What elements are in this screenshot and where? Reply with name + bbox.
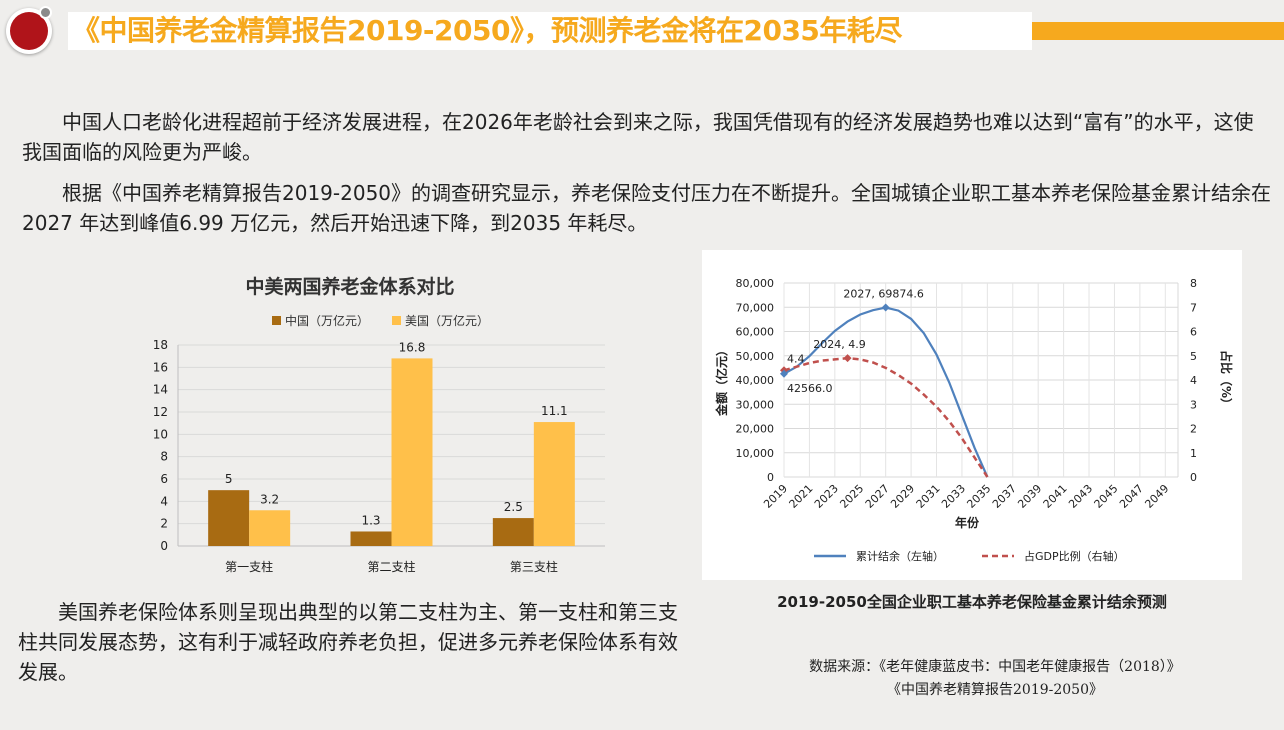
y-tick-label: 4 xyxy=(160,494,168,508)
line-chart-panel: 0 10,000 20,000 30,000 40,000 50,000 60,000 70,… xyxy=(702,250,1242,580)
y-left-tick-label: 0 xyxy=(767,471,774,484)
bar xyxy=(533,422,575,546)
x-category-label: 第一支柱 xyxy=(225,559,273,574)
bar-value-label: 5 xyxy=(225,472,233,486)
legend-label: 美国（万亿元） xyxy=(405,313,489,328)
x-tick-label: 2045 xyxy=(1092,482,1121,511)
x-tick-label: 2021 xyxy=(787,482,816,511)
bar-value-label: 1.3 xyxy=(361,513,380,527)
x-tick-label: 2049 xyxy=(1142,482,1171,511)
y-right-tick-label: 5 xyxy=(1190,350,1197,363)
y-left-tick-label: 10,000 xyxy=(736,447,775,460)
y-left-tick-label: 20,000 xyxy=(736,423,775,436)
x-tick-label: 2037 xyxy=(990,482,1019,511)
data-marker xyxy=(843,354,852,363)
data-marker xyxy=(881,303,890,312)
x-category-label: 第二支柱 xyxy=(367,559,415,574)
line-chart-caption: 2019-2050全国企业职工基本养老保险基金累计结余预测 xyxy=(777,593,1167,611)
x-tick-label: 2039 xyxy=(1015,482,1044,511)
bar-value-label: 16.8 xyxy=(399,340,426,354)
bar-value-label: 3.2 xyxy=(260,492,279,506)
y-right-tick-label: 6 xyxy=(1190,326,1197,339)
y-tick-label: 6 xyxy=(160,472,168,486)
y-tick-label: 18 xyxy=(153,338,168,352)
y-right-tick-label: 8 xyxy=(1190,277,1197,290)
source-line-1: 数据来源：《老年健康蓝皮书：中国老年健康报告（2018）》 xyxy=(809,659,1181,675)
legend-label: 占GDP比例（右轴） xyxy=(1024,549,1125,563)
line-chart: 0 10,000 20,000 30,000 40,000 50,000 60,000 70,… xyxy=(714,277,1234,563)
title-accent-bar xyxy=(1032,22,1284,40)
series-line xyxy=(783,356,989,478)
y-right-tick-label: 0 xyxy=(1190,471,1197,484)
x-axis-title: 年份 xyxy=(955,515,980,530)
x-category-label: 第三支柱 xyxy=(510,559,558,574)
x-tick-label: 2047 xyxy=(1117,482,1146,511)
bar-chart: 中国（万亿元） 美国（万亿元） 0 2 4 6 8 10 12 14 16 18 5 3.2 第一支柱 1.3… xyxy=(153,313,605,574)
bar xyxy=(391,358,433,546)
y-left-axis-title: 金额（亿元） xyxy=(714,344,729,417)
annotation-label: 4.4 xyxy=(787,352,805,365)
source-line-2: 《中国养老精算报告2019-2050》 xyxy=(887,682,1103,698)
y-right-tick-label: 7 xyxy=(1190,301,1197,314)
bar xyxy=(492,518,534,546)
bar-value-label: 2.5 xyxy=(504,500,523,514)
legend-swatch xyxy=(272,316,281,325)
x-tick-label: 2019 xyxy=(761,482,790,511)
legend-swatch xyxy=(392,316,401,325)
y-tick-label: 12 xyxy=(153,405,168,419)
bar-value-label: 11.1 xyxy=(541,404,568,418)
x-tick-label: 2041 xyxy=(1041,482,1070,511)
x-tick-label: 2035 xyxy=(964,482,993,511)
y-left-tick-label: 40,000 xyxy=(736,374,775,387)
y-right-tick-label: 1 xyxy=(1190,447,1197,460)
x-tick-label: 2043 xyxy=(1066,482,1095,511)
y-right-tick-label: 3 xyxy=(1190,398,1197,411)
y-tick-label: 10 xyxy=(153,427,168,441)
annotation-label: 2027, 69874.6 xyxy=(843,288,923,301)
data-source: 数据来源：《老年健康蓝皮书：中国老年健康报告（2018）》 《中国养老精算报告2… xyxy=(700,656,1284,702)
y-tick-label: 16 xyxy=(153,360,168,374)
bar xyxy=(208,490,250,546)
x-tick-label: 2033 xyxy=(939,482,968,511)
y-left-tick-label: 80,000 xyxy=(736,277,775,290)
y-right-tick-label: 4 xyxy=(1190,374,1197,387)
legend-label: 累计结余（左轴） xyxy=(856,549,944,563)
y-left-tick-label: 50,000 xyxy=(736,350,775,363)
y-left-tick-label: 30,000 xyxy=(736,398,775,411)
data-marker xyxy=(780,369,788,378)
x-tick-label: 2025 xyxy=(837,482,866,511)
title-banner: 《中国养老金精算报告2019-2050》，预测养老金将在2035年耗尽 xyxy=(68,12,1032,50)
y-right-axis-title: 占比（%） xyxy=(1219,350,1234,410)
y-right-tick-label: 2 xyxy=(1190,423,1197,436)
intro-paragraph-2: 根据《中国养老精算报告2019-2050》的调查研究显示，养老保险支付压力在不断… xyxy=(22,181,1272,235)
x-tick-label: 2023 xyxy=(812,482,841,511)
bar-chart-title: 中美两国养老金体系对比 xyxy=(245,276,455,298)
intro-paragraph-1: 中国人口老龄化进程超前于经济发展进程，在2026年老龄社会到来之际，我国凭借现有… xyxy=(22,110,1254,164)
bar xyxy=(350,531,392,546)
y-tick-label: 8 xyxy=(160,450,168,464)
annotation-label: 42566.0 xyxy=(787,382,833,395)
bar xyxy=(249,510,291,546)
logo-dot xyxy=(39,6,52,19)
page-title: 《中国养老金精算报告2019-2050》，预测养老金将在2035年耗尽 xyxy=(72,14,902,47)
legend-label: 中国（万亿元） xyxy=(285,313,369,328)
y-left-tick-label: 60,000 xyxy=(736,326,775,339)
y-left-tick-label: 70,000 xyxy=(736,301,775,314)
annotation-label: 2024, 4.9 xyxy=(813,338,865,351)
conclusion-paragraph: 美国养老保险体系则呈现出典型的以第二支柱为主、第一支柱和第三支柱共同发展态势，这… xyxy=(18,600,678,684)
y-tick-label: 2 xyxy=(160,517,168,531)
x-tick-label: 2029 xyxy=(888,482,917,511)
y-tick-label: 14 xyxy=(153,383,168,397)
logo-icon xyxy=(6,6,52,54)
x-tick-label: 2031 xyxy=(914,482,943,511)
y-tick-label: 0 xyxy=(160,539,168,553)
x-tick-label: 2027 xyxy=(863,482,892,511)
